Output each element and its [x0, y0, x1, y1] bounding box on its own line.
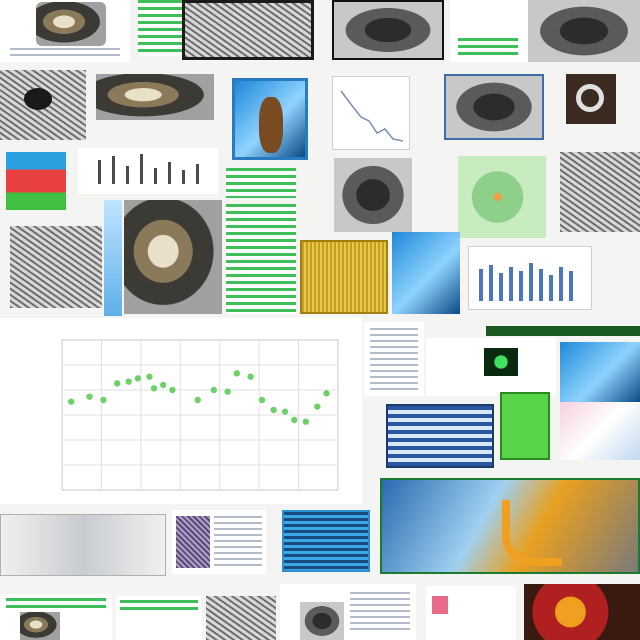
green-bars [458, 38, 518, 56]
blue-bar-chart-thumbnail [468, 246, 592, 310]
blue-framed-photo [232, 78, 308, 160]
data-point [68, 398, 75, 405]
green-data-sheet [138, 0, 182, 56]
data-point [134, 375, 142, 382]
brown-object [259, 97, 283, 153]
data-point [302, 418, 309, 425]
data-point [314, 403, 321, 410]
blue-diagram-photo [392, 232, 460, 314]
scatter-chart-svg [61, 339, 339, 491]
eye-texture-photo [0, 70, 86, 140]
cracked-texture-photo [560, 152, 640, 232]
bottom-green-lines [6, 598, 106, 610]
data-point [86, 393, 93, 400]
bottom-doc-lines [350, 592, 410, 634]
illustration-panel [380, 478, 640, 574]
dark-rock-photo [528, 0, 640, 62]
data-point [247, 373, 254, 380]
rock-closeup-photo [332, 0, 444, 60]
data-point [258, 396, 266, 404]
pink-diagram-panel [560, 402, 640, 460]
ring-shape [576, 84, 604, 112]
data-point [114, 380, 121, 387]
dark-hole-shape [24, 88, 52, 110]
data-point [281, 408, 289, 415]
sketch-text-lines [10, 48, 120, 58]
data-point [169, 386, 176, 394]
data-point [100, 396, 107, 404]
gray-texture-photo [182, 0, 314, 60]
data-point [210, 386, 217, 394]
text-document-right [364, 322, 424, 396]
green-table-sheet [226, 204, 296, 314]
data-point [233, 370, 240, 377]
purple-doc-lines [214, 516, 262, 568]
dark-green-strip [486, 326, 640, 336]
orange-branch-shape [502, 500, 562, 566]
line-chart-thumbnail [332, 76, 410, 150]
scatter-chart [0, 318, 362, 504]
green-map-photo [458, 156, 546, 238]
sketch-figure [36, 2, 106, 46]
fossil-photo [334, 158, 412, 232]
line-chart-thumbnail-svg [340, 90, 404, 142]
bottom-green-lines-2 [120, 600, 198, 610]
bottom-document [280, 584, 416, 640]
green-thumbnail-document [426, 338, 556, 396]
driftwood-photo [96, 74, 214, 120]
green-chart-sheet [450, 0, 528, 62]
data-point [194, 396, 201, 404]
bottom-strip-1 [0, 594, 112, 640]
rock-photo-blue-frame [444, 74, 544, 140]
text-lines [370, 328, 418, 390]
data-point [146, 373, 153, 380]
blue-bar-chart-thumbnail-svg [479, 263, 573, 301]
bottom-rock [300, 602, 344, 640]
ring-photo [566, 74, 616, 124]
bar-chart-document-svg [98, 154, 199, 184]
bark-texture-photo [10, 226, 102, 308]
data-point [291, 416, 298, 424]
data-point [323, 390, 330, 397]
data-point [160, 381, 167, 389]
bottom-pink-document [426, 586, 516, 640]
blue-table-screenshot [386, 404, 494, 468]
rock-formation-photo [124, 200, 222, 314]
blue-striped-screenshot [282, 510, 370, 572]
bottom-pink-block [432, 596, 448, 614]
bottom-lava-photo [524, 584, 640, 640]
blue-strip [104, 200, 122, 316]
blue-ui-thumbnail [560, 342, 640, 402]
bottom-strip-2 [116, 596, 202, 640]
data-point [224, 388, 231, 395]
sketch-document [0, 0, 130, 62]
colorful-chart-thumbnail [6, 152, 66, 210]
green-screen-thumbnail [484, 348, 518, 376]
green-striped-panel [226, 168, 296, 198]
machine-diagram-photo [0, 514, 166, 576]
purple-texture [176, 516, 210, 568]
yellow-mesh-panel [300, 240, 388, 314]
bottom-texture [206, 596, 276, 640]
bottom-figure [20, 612, 60, 640]
purple-texture-document [172, 510, 266, 574]
data-point [150, 385, 158, 392]
data-point [125, 378, 132, 385]
bar-chart-document [78, 148, 218, 194]
green-bright-panel [500, 392, 550, 460]
data-point [270, 406, 277, 414]
